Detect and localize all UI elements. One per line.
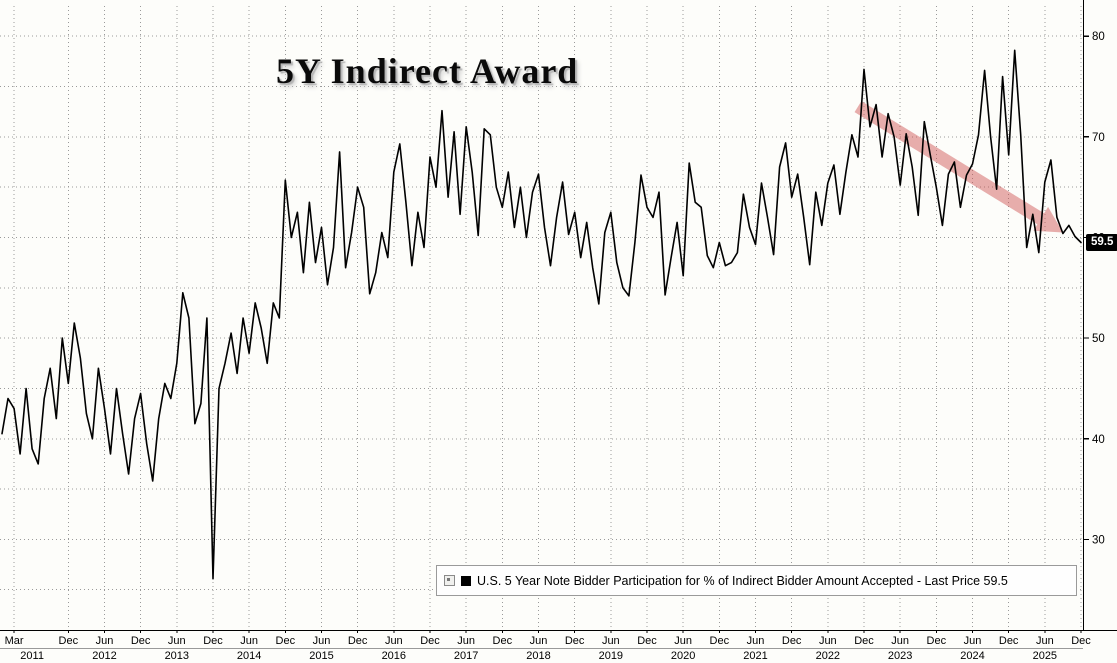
x-axis-month-label: Dec xyxy=(637,635,657,647)
x-axis-year-label: 2013 xyxy=(165,650,189,662)
x-axis-month-label: Dec xyxy=(348,635,368,647)
x-axis-year-label: 2019 xyxy=(599,650,623,662)
x-axis-month-label: Dec xyxy=(927,635,947,647)
legend[interactable]: U.S. 5 Year Note Bidder Participation fo… xyxy=(436,565,1077,596)
y-axis-tick-label: 80 xyxy=(1092,31,1105,43)
x-axis-month-label: Dec xyxy=(999,635,1019,647)
last-price-tag: 59.5 xyxy=(1086,233,1117,252)
x-axis-month-label: Dec xyxy=(493,635,513,647)
series-marker-icon xyxy=(461,575,471,586)
price-line xyxy=(1,49,1082,580)
x-axis-year-label: 2025 xyxy=(1033,650,1057,662)
x-axis-month-label: Jun xyxy=(530,635,548,647)
x-axis-year-label: 2023 xyxy=(888,650,912,662)
x-axis-month-label: Jun xyxy=(1036,635,1054,647)
x-axis-month-label: Jun xyxy=(819,635,837,647)
x-axis-year-label: 2015 xyxy=(309,650,333,662)
x-axis-month-label: Jun xyxy=(313,635,331,647)
x-axis-month-label: Dec xyxy=(59,635,79,647)
x-axis-month-label: Dec xyxy=(782,635,802,647)
x-axis-month-label: Dec xyxy=(420,635,440,647)
grid-lines xyxy=(0,6,1083,630)
x-axis-year-label: 2011 xyxy=(20,650,44,662)
x-axis-year-label: 2014 xyxy=(237,650,261,662)
x-axis-year-label: 2022 xyxy=(816,650,840,662)
trend-arrow-annotation xyxy=(854,101,1063,233)
price-line-series xyxy=(1,49,1082,580)
x-axis-year-label: 2021 xyxy=(743,650,767,662)
legend-toggle-icon[interactable] xyxy=(444,575,455,586)
x-axis-month-label: Jun xyxy=(674,635,692,647)
x-axis-month-label: Dec xyxy=(565,635,585,647)
y-axis-tick-label: 70 xyxy=(1092,132,1105,144)
chart-title: 5Y Indirect Award xyxy=(276,51,579,91)
y-axis-tick-label: 40 xyxy=(1092,434,1105,446)
x-axis-month-label: Dec xyxy=(203,635,223,647)
x-axis-month-label: Dec xyxy=(276,635,296,647)
x-axis-year-label: 2024 xyxy=(960,650,984,662)
x-axis-month-label: Dec xyxy=(854,635,874,647)
x-axis-month-label: Jun xyxy=(964,635,982,647)
x-axis-month-label: Jun xyxy=(240,635,258,647)
legend-label: U.S. 5 Year Note Bidder Participation fo… xyxy=(477,573,1008,588)
x-axis-month-label: Jun xyxy=(96,635,114,647)
x-axis-year-label: 2020 xyxy=(671,650,695,662)
x-axis-month-label: Jun xyxy=(747,635,765,647)
x-axis-month-label: Jun xyxy=(602,635,620,647)
x-axis-month-label: Jun xyxy=(385,635,403,647)
x-axis-year-label: 2017 xyxy=(454,650,478,662)
axes xyxy=(0,0,1117,649)
y-axis-tick-label: 30 xyxy=(1092,534,1105,546)
x-axis-year-label: 2018 xyxy=(526,650,550,662)
x-axis-month-label: Mar xyxy=(5,635,24,647)
x-axis-month-label: Dec xyxy=(1071,635,1091,647)
x-axis-month-label: Jun xyxy=(168,635,186,647)
x-axis-month-label: Dec xyxy=(710,635,730,647)
x-axis-month-label: Jun xyxy=(891,635,909,647)
x-axis-year-label: 2012 xyxy=(92,650,116,662)
x-axis-month-label: Jun xyxy=(457,635,475,647)
y-axis-tick-label: 50 xyxy=(1092,333,1105,345)
axis-labels: 304050607080MarDecJunDecJunDecJunDecJunD… xyxy=(5,31,1105,662)
x-axis-month-label: Dec xyxy=(131,635,151,647)
x-axis-year-label: 2016 xyxy=(382,650,406,662)
